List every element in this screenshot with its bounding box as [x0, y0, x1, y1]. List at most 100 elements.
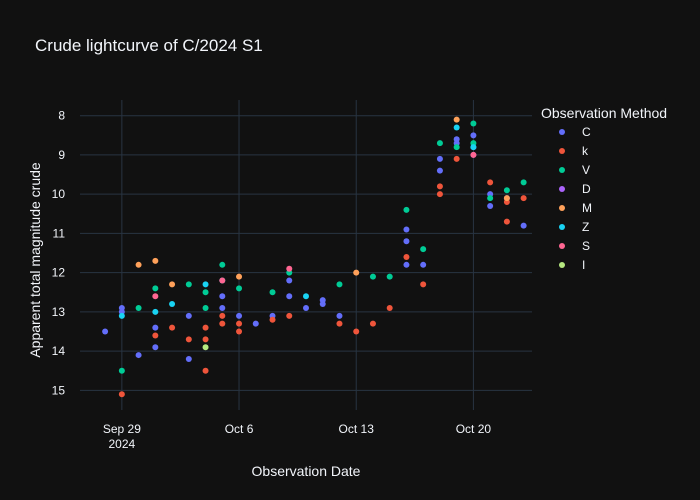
data-point[interactable] — [403, 226, 410, 233]
data-point[interactable] — [436, 167, 443, 174]
data-point[interactable] — [403, 261, 410, 268]
data-point[interactable] — [219, 320, 226, 327]
data-point[interactable] — [403, 253, 410, 260]
data-point[interactable] — [152, 344, 159, 351]
data-point[interactable] — [436, 140, 443, 147]
data-point[interactable] — [202, 367, 209, 374]
data-point[interactable] — [185, 355, 192, 362]
data-point[interactable] — [369, 273, 376, 280]
data-point[interactable] — [219, 312, 226, 319]
data-point[interactable] — [169, 324, 176, 331]
data-point[interactable] — [336, 312, 343, 319]
data-point[interactable] — [252, 320, 259, 327]
data-point[interactable] — [420, 246, 427, 253]
data-point[interactable] — [236, 273, 243, 280]
data-point[interactable] — [453, 116, 460, 123]
legend-item-s[interactable]: S — [559, 239, 590, 253]
data-point[interactable] — [503, 195, 510, 202]
data-point[interactable] — [152, 285, 159, 292]
data-point[interactable] — [202, 289, 209, 296]
data-point[interactable] — [236, 328, 243, 335]
series-c — [102, 132, 527, 362]
series-k — [118, 155, 527, 398]
data-point[interactable] — [503, 187, 510, 194]
data-point[interactable] — [202, 344, 209, 351]
legend-label: C — [582, 125, 591, 139]
data-point[interactable] — [436, 155, 443, 162]
data-point[interactable] — [286, 277, 293, 284]
data-point[interactable] — [219, 277, 226, 284]
data-point[interactable] — [135, 261, 142, 268]
data-point[interactable] — [453, 124, 460, 131]
data-point[interactable] — [369, 320, 376, 327]
data-point[interactable] — [236, 285, 243, 292]
data-point[interactable] — [185, 281, 192, 288]
data-point[interactable] — [453, 144, 460, 151]
data-point[interactable] — [135, 304, 142, 311]
data-point[interactable] — [336, 281, 343, 288]
data-point[interactable] — [319, 301, 326, 308]
legend-item-i[interactable]: I — [559, 258, 585, 272]
legend-item-z[interactable]: Z — [559, 220, 589, 234]
data-point[interactable] — [202, 304, 209, 311]
data-point[interactable] — [487, 195, 494, 202]
data-point[interactable] — [353, 328, 360, 335]
data-point[interactable] — [386, 273, 393, 280]
data-point[interactable] — [152, 324, 159, 331]
data-point[interactable] — [520, 179, 527, 186]
data-point[interactable] — [487, 179, 494, 186]
data-point[interactable] — [269, 316, 276, 323]
data-point[interactable] — [403, 206, 410, 213]
data-point[interactable] — [487, 202, 494, 209]
data-point[interactable] — [102, 328, 109, 335]
data-point[interactable] — [470, 132, 477, 139]
data-point[interactable] — [286, 293, 293, 300]
data-point[interactable] — [503, 218, 510, 225]
data-point[interactable] — [152, 308, 159, 315]
data-point[interactable] — [470, 144, 477, 151]
data-point[interactable] — [219, 261, 226, 268]
data-point[interactable] — [219, 293, 226, 300]
data-point[interactable] — [236, 312, 243, 319]
legend-item-m[interactable]: M — [559, 201, 592, 215]
data-point[interactable] — [470, 151, 477, 158]
y-tick-label: 8 — [58, 109, 65, 123]
data-point[interactable] — [202, 336, 209, 343]
data-point[interactable] — [236, 320, 243, 327]
legend-item-d[interactable]: D — [559, 182, 591, 196]
data-point[interactable] — [135, 352, 142, 359]
legend-item-v[interactable]: V — [559, 163, 590, 177]
data-point[interactable] — [169, 301, 176, 308]
data-point[interactable] — [420, 281, 427, 288]
data-point[interactable] — [118, 391, 125, 398]
data-point[interactable] — [185, 312, 192, 319]
data-point[interactable] — [403, 238, 410, 245]
data-point[interactable] — [118, 367, 125, 374]
data-point[interactable] — [286, 265, 293, 272]
data-point[interactable] — [152, 257, 159, 264]
legend-item-k[interactable]: k — [559, 144, 589, 158]
data-point[interactable] — [202, 324, 209, 331]
data-point[interactable] — [286, 312, 293, 319]
data-point[interactable] — [303, 304, 309, 311]
data-point[interactable] — [453, 155, 460, 162]
data-point[interactable] — [420, 261, 427, 268]
data-point[interactable] — [303, 293, 309, 300]
data-point[interactable] — [152, 293, 159, 300]
data-point[interactable] — [520, 195, 527, 202]
data-point[interactable] — [436, 183, 443, 190]
data-point[interactable] — [202, 281, 209, 288]
data-point[interactable] — [185, 336, 192, 343]
data-point[interactable] — [470, 120, 477, 127]
legend-item-c[interactable]: C — [559, 125, 591, 139]
data-point[interactable] — [169, 281, 176, 288]
data-point[interactable] — [353, 269, 360, 276]
data-point[interactable] — [436, 191, 443, 198]
data-point[interactable] — [336, 320, 343, 327]
data-point[interactable] — [118, 312, 125, 319]
data-point[interactable] — [219, 304, 226, 311]
data-point[interactable] — [520, 222, 527, 229]
data-point[interactable] — [386, 304, 393, 311]
data-point[interactable] — [152, 332, 159, 339]
data-point[interactable] — [269, 289, 276, 296]
